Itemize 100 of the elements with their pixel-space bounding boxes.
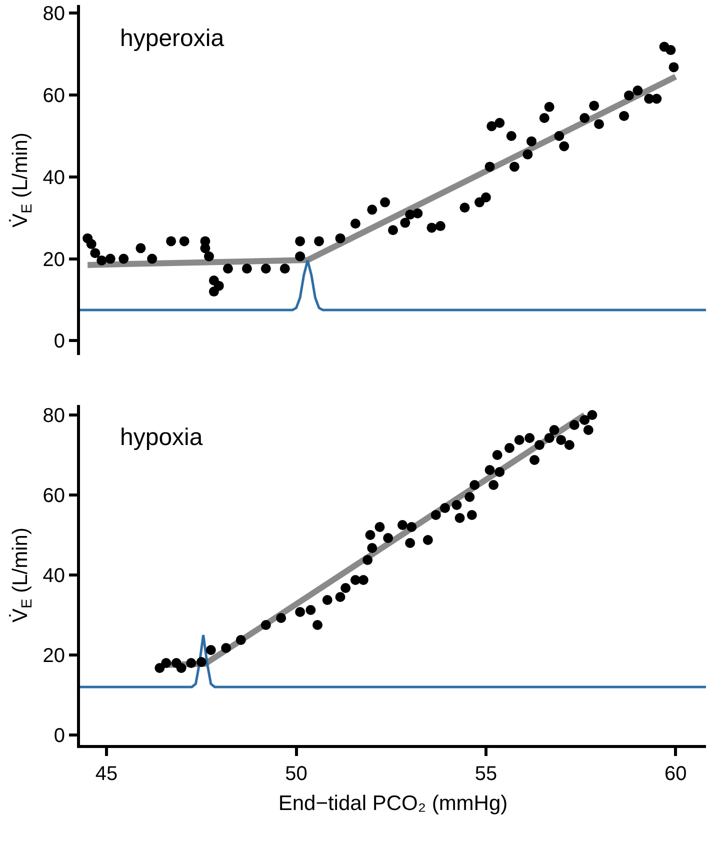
point [549, 425, 560, 435]
x-tick-label: 50 [285, 763, 308, 785]
x-tick-label: 60 [664, 763, 687, 785]
point [544, 102, 554, 112]
annotation: hyperoxia [120, 25, 225, 52]
point [362, 555, 373, 565]
point [652, 94, 662, 104]
point [564, 440, 574, 450]
point [506, 130, 516, 141]
point [554, 130, 564, 141]
y-tick-label: 40 [42, 565, 65, 587]
point [295, 251, 306, 262]
y-tick-label: 0 [54, 725, 65, 747]
point [147, 254, 158, 264]
point [350, 218, 360, 229]
point [452, 500, 462, 510]
point [204, 251, 214, 262]
point [486, 121, 497, 132]
y-tick-label: 60 [42, 85, 65, 108]
point [176, 663, 186, 673]
point [312, 620, 322, 630]
point [380, 197, 390, 208]
point [335, 233, 346, 244]
point [619, 110, 630, 121]
point [90, 248, 100, 258]
point [374, 522, 385, 532]
point [509, 162, 520, 172]
line-series [80, 259, 706, 312]
point [514, 435, 524, 445]
point [492, 450, 502, 460]
point [314, 236, 324, 246]
point [454, 513, 465, 523]
point [322, 595, 332, 605]
point [295, 607, 306, 617]
point [406, 522, 417, 532]
point [530, 455, 540, 465]
point [480, 192, 491, 202]
point [589, 100, 600, 111]
point [280, 264, 290, 274]
point [587, 410, 598, 420]
point [196, 657, 206, 667]
point [383, 533, 394, 543]
point [569, 420, 580, 430]
point [460, 202, 470, 213]
point [524, 433, 535, 443]
point [154, 663, 165, 673]
point [295, 236, 306, 246]
y-tick-label: 0 [54, 330, 65, 353]
point [260, 620, 271, 630]
point [488, 480, 499, 490]
point [260, 264, 271, 274]
point [222, 264, 233, 274]
point [412, 208, 423, 218]
point [594, 119, 604, 130]
point [358, 575, 368, 585]
point [534, 440, 544, 450]
point [556, 435, 566, 445]
point [86, 239, 96, 250]
y-tick-label: 20 [42, 248, 65, 271]
point [388, 225, 398, 236]
point [200, 243, 210, 254]
point [559, 141, 570, 152]
point [668, 62, 679, 72]
point [632, 86, 643, 96]
point [580, 112, 590, 123]
point [221, 643, 232, 653]
point [494, 118, 505, 128]
point [422, 535, 433, 545]
point [367, 204, 378, 215]
point [365, 530, 376, 540]
point [466, 510, 477, 520]
y-tick-label: 40 [42, 166, 65, 189]
x-tick-label: 55 [474, 763, 498, 785]
point [583, 425, 594, 435]
point [340, 583, 351, 593]
point [494, 467, 505, 477]
point [96, 255, 107, 266]
point [580, 415, 590, 425]
point [397, 520, 408, 530]
point [544, 433, 554, 443]
point [236, 635, 246, 645]
point [435, 221, 446, 232]
point [276, 613, 286, 623]
point [306, 605, 316, 615]
line-series [80, 634, 706, 688]
point [484, 162, 495, 172]
point [166, 236, 176, 246]
point [666, 45, 676, 56]
y-tick-label: 80 [42, 405, 65, 427]
y-tick-label: 20 [42, 645, 65, 667]
point [504, 443, 514, 453]
point [186, 658, 196, 668]
point [161, 658, 172, 668]
point [400, 218, 410, 228]
point [624, 90, 634, 100]
point [440, 503, 450, 513]
point [484, 465, 495, 475]
point [426, 222, 437, 233]
point [405, 538, 416, 548]
point [430, 510, 441, 520]
